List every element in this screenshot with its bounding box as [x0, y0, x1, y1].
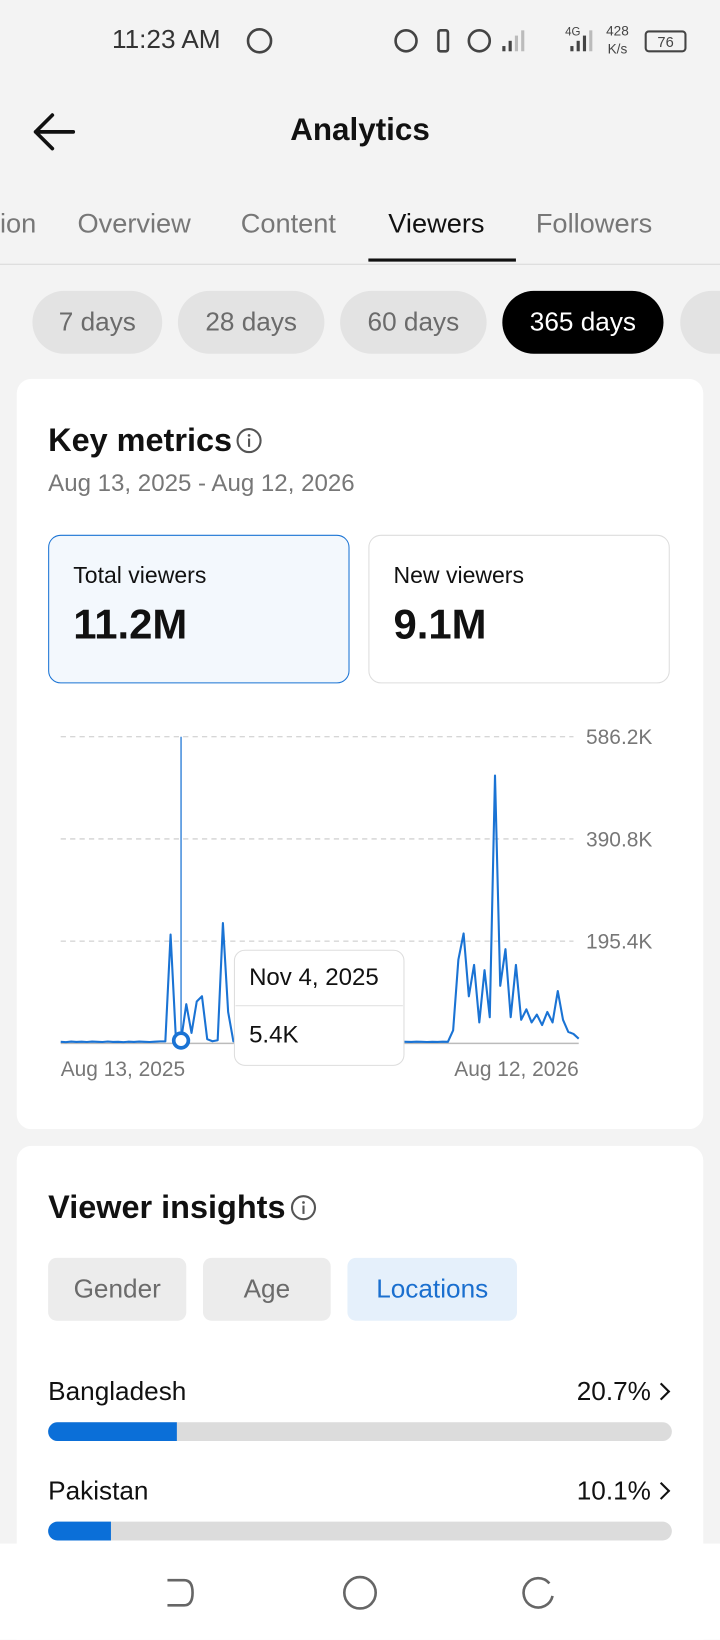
network-type: 4G	[565, 27, 580, 39]
page-title: Analytics	[290, 113, 430, 148]
tooltip: Nov 4, 2025 5.4K	[233, 949, 405, 1066]
viewers-chart: 195.4K 390.8K 586.2K Aug 13, 2025 Aug 12, 20…	[60, 726, 652, 1081]
tab[interactable]: Followers	[535, 207, 653, 239]
metric-label: New viewers	[393, 561, 524, 589]
status-icons: 4G 428 K/s 76	[246, 24, 687, 56]
location-name: Pakistan	[48, 1476, 149, 1506]
location-bar	[48, 1521, 112, 1541]
metric-card[interactable]	[368, 534, 670, 684]
tab-underline	[368, 258, 516, 262]
tooltip-value: 5.4K	[249, 1021, 298, 1048]
metric-value: 9.1M	[393, 601, 487, 648]
metric-card[interactable]	[48, 534, 350, 684]
tooltip-box	[233, 949, 405, 1066]
viewer-insights-title: Viewer insights	[48, 1188, 286, 1226]
metric-value: 11.2M	[73, 601, 188, 648]
tab[interactable]: Overview	[77, 207, 191, 239]
net-speed: 428	[606, 24, 629, 39]
insight-filter[interactable]: Locations	[347, 1257, 517, 1321]
status-time: 11:23 AM	[111, 25, 221, 55]
x-tick-label: Aug 12, 2026	[454, 1058, 578, 1081]
nav-icons	[167, 1575, 554, 1610]
location-percent: 10.1%	[576, 1476, 651, 1506]
location-name: Bangladesh	[48, 1377, 187, 1407]
insight-filter[interactable]: Gender	[48, 1257, 187, 1321]
nav-bar	[0, 1543, 720, 1640]
tab[interactable]: Viewers	[388, 207, 485, 239]
y-tick-label: 195.4K	[586, 930, 652, 953]
tooltip-date: Nov 4, 2025	[249, 964, 379, 991]
back-button[interactable]	[31, 111, 79, 153]
location-bar	[48, 1422, 178, 1442]
range-chip[interactable]: 28 days	[177, 290, 325, 354]
info-icon[interactable]	[235, 427, 262, 454]
battery-level: 76	[657, 35, 673, 51]
key-metrics-title: Key metrics	[48, 421, 233, 459]
date-range: Aug 13, 2025 - Aug 12, 2026	[48, 468, 355, 497]
location-percent: 20.7%	[576, 1377, 651, 1407]
tab[interactable]: Content	[240, 207, 337, 239]
range-chip[interactable]: 365 days	[502, 290, 664, 354]
location-bar-track	[48, 1521, 672, 1541]
y-tick-label: 390.8K	[586, 828, 652, 851]
range-chip[interactable]: 60 days	[340, 290, 487, 354]
hover-point	[171, 1031, 191, 1050]
x-tick-label: Aug 13, 2025	[61, 1058, 185, 1081]
insight-filter[interactable]: Age	[203, 1257, 331, 1321]
metric-label: Total viewers	[73, 561, 207, 589]
tab-divider	[0, 263, 720, 265]
location-bar-track	[48, 1422, 672, 1442]
info-icon[interactable]	[290, 1194, 317, 1221]
range-chip[interactable]: 7 days	[32, 290, 163, 354]
y-tick-label: 586.2K	[586, 726, 652, 749]
tab[interactable]: ion	[0, 207, 37, 239]
net-speed-unit: K/s	[608, 41, 628, 56]
